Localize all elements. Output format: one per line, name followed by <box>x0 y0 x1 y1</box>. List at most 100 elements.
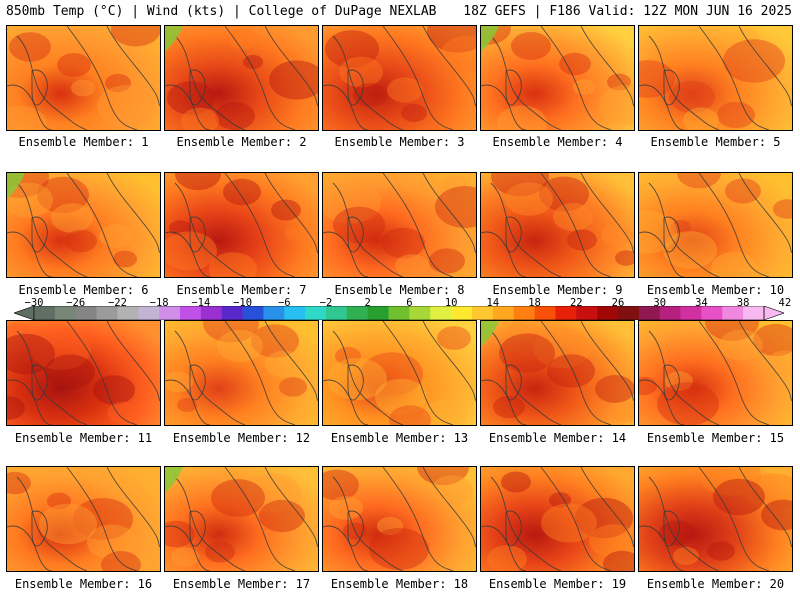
ensemble-map-panel <box>6 172 161 278</box>
temperature-field <box>165 26 318 130</box>
colorbar-swatch <box>346 306 369 320</box>
ensemble-map-panel <box>322 466 477 572</box>
colorbar-tick-label: −10 <box>233 297 253 309</box>
ensemble-map-panel <box>322 172 477 278</box>
colorbar-tick-label: −30 <box>24 297 44 309</box>
colorbar-swatch <box>701 306 723 320</box>
ensemble-map-panel <box>638 25 793 131</box>
ensemble-map-panel <box>638 466 793 572</box>
colorbar-swatch <box>284 306 306 320</box>
colorbar-swatch <box>96 306 118 320</box>
ensemble-map-panel <box>480 466 635 572</box>
colorbar-swatch <box>242 306 264 320</box>
colorbar-swatch <box>722 306 744 320</box>
temperature-field <box>7 467 160 571</box>
colorbar-tick-label: 18 <box>528 297 541 309</box>
colorbar-tick-label: 42 <box>778 297 792 309</box>
colorbar-swatch <box>451 306 473 320</box>
temperature-field <box>481 173 634 277</box>
colorbar-swatch <box>680 306 702 320</box>
colorbar-swatch <box>138 306 160 320</box>
temperature-field <box>7 26 160 130</box>
ensemble-member-label: Ensemble Member: 12 <box>172 431 311 445</box>
ensemble-map-panel <box>322 25 477 131</box>
colorbar-swatch <box>263 306 285 320</box>
colorbar-swatch <box>367 306 389 320</box>
colorbar-swatch <box>409 306 431 320</box>
ensemble-member-label: Ensemble Member: 2 <box>176 135 307 149</box>
colorbar-swatch <box>743 306 765 320</box>
temperature-field <box>481 467 634 571</box>
ensemble-map-panel <box>480 172 635 278</box>
colorbar-swatch <box>305 306 327 320</box>
colorbar-tick-label: 38 <box>736 297 750 309</box>
ensemble-map-panel <box>322 320 477 426</box>
colorbar-swatch <box>180 306 202 320</box>
temperature-field <box>165 467 318 571</box>
ensemble-member-label: Ensemble Member: 16 <box>14 577 153 591</box>
ensemble-member-label: Ensemble Member: 9 <box>492 283 623 297</box>
ensemble-map-panel <box>6 25 161 131</box>
ensemble-map-panel <box>6 320 161 426</box>
ensemble-map-panel <box>638 320 793 426</box>
colorbar-tick-label: −2 <box>319 297 333 309</box>
colorbar-tick-label: 34 <box>695 297 708 309</box>
colorbar-tick-label: 22 <box>569 297 583 309</box>
colorbar-tick-label: 26 <box>611 297 625 309</box>
ensemble-member-label: Ensemble Member: 7 <box>176 283 307 297</box>
colorbar-tick-label: 30 <box>653 297 667 309</box>
colorbar-swatch <box>54 306 77 320</box>
ensemble-member-label: Ensemble Member: 20 <box>646 577 785 591</box>
colorbar-swatch <box>472 306 494 320</box>
ensemble-map-panel <box>164 172 319 278</box>
ensemble-map-panel <box>164 320 319 426</box>
ensemble-member-label: Ensemble Member: 1 <box>18 135 149 149</box>
colorbar-tick-label: 6 <box>406 297 413 309</box>
temperature-field <box>639 173 792 277</box>
temperature-field <box>323 321 476 425</box>
temperature-field <box>639 321 792 425</box>
temperature-field <box>323 26 476 130</box>
colorbar-tick-label: −14 <box>191 297 211 309</box>
ensemble-map-panel <box>164 466 319 572</box>
colorbar-swatch <box>513 306 535 320</box>
colorbar-swatch <box>638 306 661 320</box>
ensemble-member-label: Ensemble Member: 5 <box>650 135 781 149</box>
colorbar-swatch <box>200 306 223 320</box>
colorbar-swatch <box>34 306 56 320</box>
colorbar-swatch <box>221 306 243 320</box>
colorbar-swatch <box>326 306 348 320</box>
colorbar-swatch <box>597 306 619 320</box>
ensemble-member-label: Ensemble Member: 17 <box>172 577 311 591</box>
colorbar-tick-label: −22 <box>107 297 127 309</box>
colorbar-swatch <box>534 306 556 320</box>
ensemble-map-panel <box>164 25 319 131</box>
ensemble-map-panel <box>6 466 161 572</box>
ensemble-member-label: Ensemble Member: 6 <box>18 283 149 297</box>
ensemble-member-label: Ensemble Member: 8 <box>334 283 465 297</box>
ensemble-map-panel <box>480 320 635 426</box>
ensemble-member-label: Ensemble Member: 10 <box>646 283 785 297</box>
temperature-colorbar <box>14 306 784 320</box>
colorbar-tick-label: 10 <box>444 297 458 309</box>
colorbar-tick-label: −18 <box>149 297 169 309</box>
colorbar-swatch <box>75 306 97 320</box>
temperature-field <box>165 321 318 425</box>
ensemble-member-label: Ensemble Member: 18 <box>330 577 469 591</box>
temperature-field <box>7 321 160 425</box>
colorbar-swatch <box>576 306 598 320</box>
model-run-info: 18Z GEFS | F186 Valid: 12Z MON JUN 16 20… <box>463 4 792 19</box>
ensemble-map-panel <box>480 25 635 131</box>
map-title: 850mb Temp (°C) | Wind (kts) | College o… <box>6 4 437 19</box>
colorbar-labels: −30 −26 −22 −18 −14 −10 −6 −2 2 6 10 14 18 22 26 30 34 38… <box>0 297 800 309</box>
temperature-field <box>7 173 160 277</box>
ensemble-member-label: Ensemble Member: 4 <box>492 135 623 149</box>
ensemble-map-panel <box>638 172 793 278</box>
ensemble-member-label: Ensemble Member: 3 <box>334 135 465 149</box>
temperature-field <box>639 26 792 130</box>
colorbar-swatch <box>430 306 452 320</box>
colorbar-swatch <box>659 306 681 320</box>
colorbar-tick-label: −6 <box>277 297 291 309</box>
colorbar-tick-label: 14 <box>486 297 500 309</box>
ensemble-member-label: Ensemble Member: 13 <box>330 431 469 445</box>
